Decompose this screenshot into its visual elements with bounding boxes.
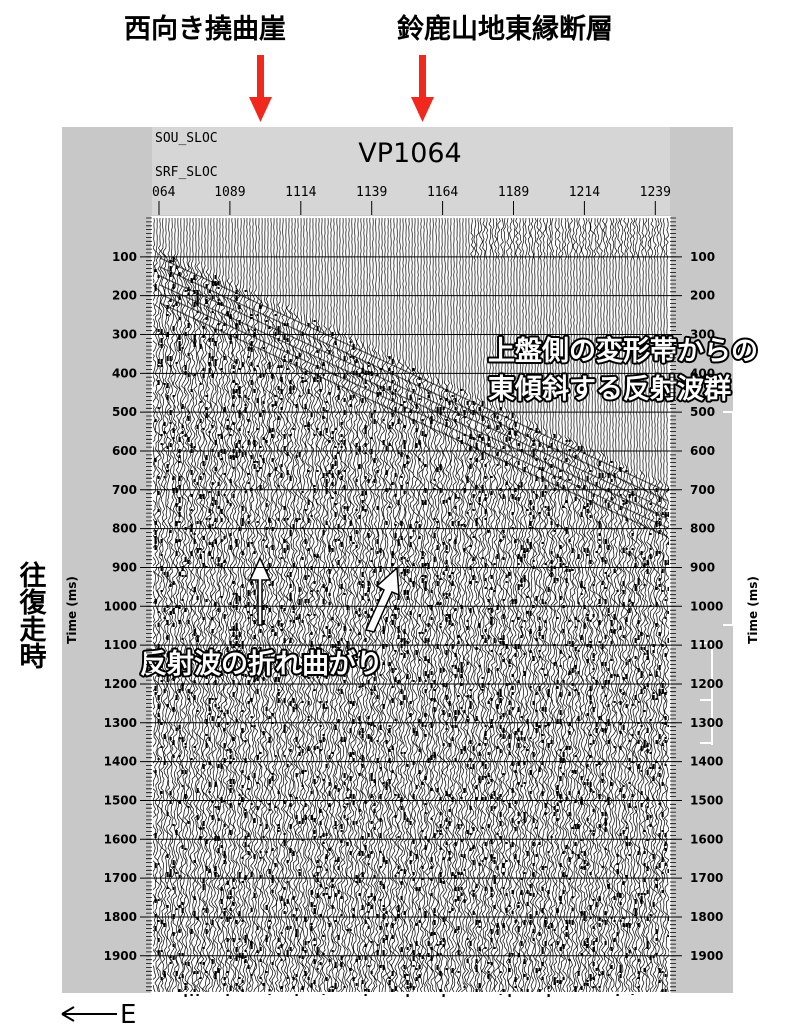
y-tick-label: 700 [690,483,715,497]
y-tick-label: 1000 [104,599,137,613]
y-tick-label: 400 [690,366,715,380]
y-tick-label: 1000 [690,599,723,613]
y-tick-label: 1400 [690,755,723,769]
y-tick-label: 1600 [104,832,137,846]
y-tick-label: 800 [690,522,715,536]
y-tick-label: 300 [690,327,715,341]
x-tick-label: 1239 [640,185,671,200]
y-tick-label: 800 [112,522,137,536]
header-title: VP1064 [358,138,461,169]
axis-label: Time (ms) [746,576,760,644]
x-tick-label: 1164 [427,185,458,200]
reflection-band [159,257,669,538]
y-tick-label: 900 [690,560,715,574]
bracket [700,411,734,745]
y-tick-label: 500 [690,405,715,419]
y-tick-label: 1600 [690,832,723,846]
y-tick-label: 200 [112,289,137,303]
y-tick-label: 1300 [690,716,723,730]
y-tick-label: 1500 [104,793,137,807]
annotation: 鈴鹿山地東縁断層 [397,13,613,45]
y-tick-label: 1200 [104,677,137,691]
y-tick-label: 1100 [690,638,723,652]
white-arrow [248,556,272,626]
y-tick-label: 1200 [690,677,723,691]
y-tick-label: 1900 [690,949,723,963]
seismic-traces [150,217,670,997]
trace-fills [154,257,670,997]
y-tick-label: 1300 [104,716,137,730]
header-label: SOU_SLOC [155,131,218,146]
axis-title: 往復走時 [15,560,48,669]
y-tick-label: 1400 [104,755,137,769]
x-tick-label: 1089 [214,185,245,200]
x-tick-label: 1214 [569,185,600,200]
ruler-ticks [146,217,676,992]
annotation: 東傾斜する反射波群 [488,374,731,405]
y-tick-label: 200 [690,289,715,303]
y-tick-label: 1700 [104,871,137,885]
y-tick-label: 600 [112,444,137,458]
header-panel [152,127,670,215]
white-arrow [364,566,400,633]
panel-border [151,216,671,994]
y-tick-label: 1900 [104,949,137,963]
y-tick-label: 300 [112,327,137,341]
y-tick-label: 1700 [690,871,723,885]
y-tick-label: 400 [112,366,137,380]
annotation: 上盤側の変形帯からの [488,335,758,367]
y-tick-label: 1800 [690,910,723,924]
y-tick-label: 1500 [690,793,723,807]
y-tick-label: 100 [690,250,715,264]
y-tick-label: 1800 [104,910,137,924]
y-tick-label: 500 [112,405,137,419]
y-tick-label: 900 [112,560,137,574]
x-tick-label: 064 [152,185,176,200]
y-tick-label: 100 [112,250,137,264]
y-tick-label: 700 [112,483,137,497]
red-arrow [249,55,272,122]
x-tick-label: 1139 [356,185,387,200]
x-tick-label: 1114 [285,185,316,200]
direction-label: E [120,1000,136,1030]
axis-label: Time (ms) [65,576,79,644]
y-tick-label: 1100 [104,638,137,652]
red-arrow [411,55,434,122]
annotation: 反射波の折れ曲がり [140,648,383,680]
annotation: 西向き撓曲崖 [124,13,286,45]
x-tick-label: 1189 [498,185,529,200]
direction-arrow [61,1006,117,1022]
y-tick-label: 600 [690,444,715,458]
header-label: SRF_SLOC [155,165,218,180]
